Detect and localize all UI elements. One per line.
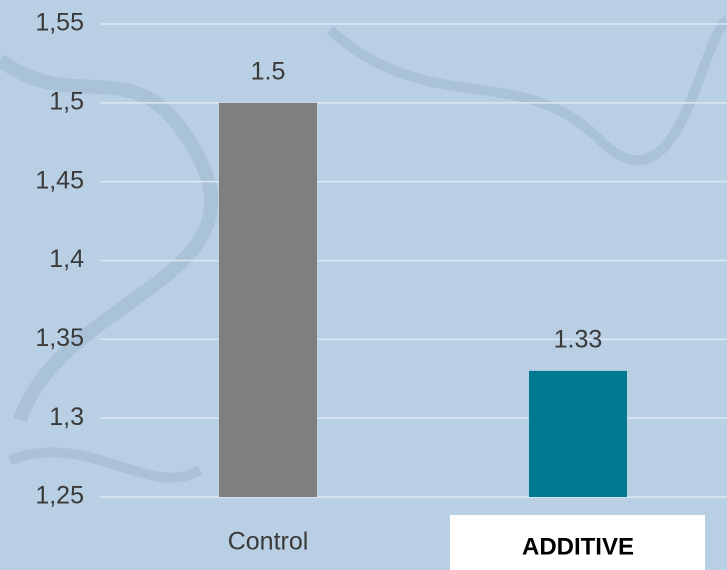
bar (219, 102, 317, 497)
y-tick-label: 1,5 (49, 87, 84, 115)
category-highlight-box (450, 515, 705, 570)
data-label: 1.33 (554, 325, 603, 353)
y-tick-label: 1,45 (35, 166, 84, 194)
y-tick-label: 1,4 (49, 245, 84, 273)
y-tick-label: 1,3 (49, 403, 84, 431)
y-tick-label: 1,55 (35, 9, 84, 37)
data-label: 1.5 (251, 57, 286, 85)
y-tick-label: 1,25 (35, 482, 84, 510)
bar (529, 370, 627, 497)
y-tick-label: 1,35 (35, 324, 84, 352)
x-tick-label: ADDITIVE (522, 533, 634, 560)
background-decoration (0, 15, 727, 483)
x-tick-label: Control (228, 528, 309, 556)
